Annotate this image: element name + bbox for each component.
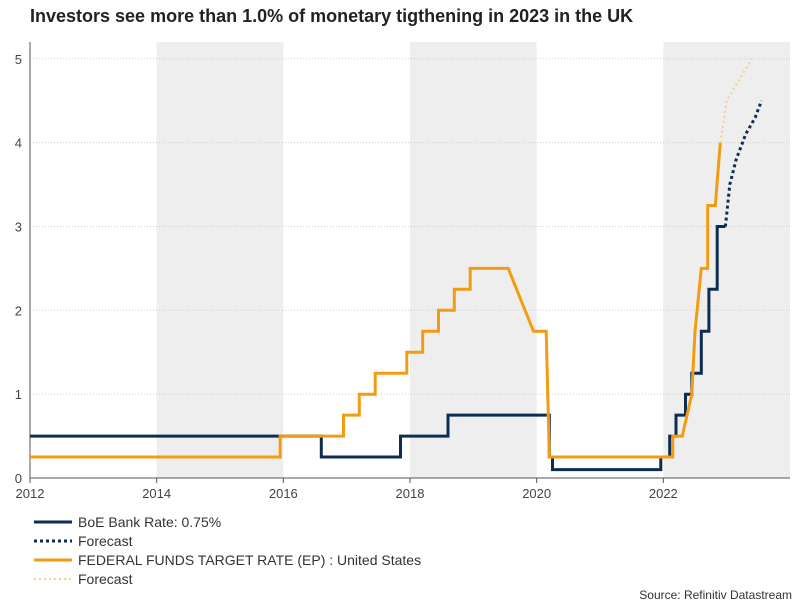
shaded-regions — [156, 42, 790, 478]
series-line-3 — [719, 58, 753, 143]
y-tick-label-2: 2 — [15, 303, 22, 318]
legend-swatch-boe-forecast — [34, 539, 72, 542]
chart-canvas: 2012 2014 2016 2018 2020 2022 0 1 2 3 4 5 — [15, 42, 790, 501]
series-line-0 — [30, 225, 726, 472]
x-tick-label-4: 2020 — [522, 486, 551, 501]
axes — [29, 42, 790, 483]
legend-label-fed: FEDERAL FUNDS TARGET RATE (EP) : United … — [78, 551, 422, 568]
shaded-period-0 — [156, 42, 284, 478]
gridlines — [30, 58, 790, 395]
shaded-period-1 — [410, 42, 537, 478]
x-tick-label-0: 2012 — [16, 486, 45, 501]
x-tick-label-3: 2018 — [396, 486, 425, 501]
tick-labels: 2012 2014 2016 2018 2020 2022 0 1 2 3 4 5 — [15, 52, 678, 501]
legend-swatch-boe — [34, 520, 72, 523]
y-tick-label-1: 1 — [15, 387, 22, 402]
legend-swatch-fed-forecast — [34, 577, 72, 580]
x-tick-label-2: 2016 — [269, 486, 298, 501]
y-tick-label-3: 3 — [15, 219, 22, 234]
legend-swatch-fed — [34, 558, 72, 561]
chart-title: Investors see more than 1.0% of monetary… — [30, 6, 634, 26]
legend-item-boe-forecast: Forecast — [34, 531, 421, 550]
source-note: Source: Refinitiv Datastream — [639, 588, 792, 602]
legend-item-boe: BoE Bank Rate: 0.75% — [34, 512, 421, 531]
legend-label-fed-forecast: Forecast — [78, 570, 133, 587]
legend-item-fed-forecast: Forecast — [34, 569, 421, 588]
series-lines — [30, 58, 763, 472]
legend-item-fed: FEDERAL FUNDS TARGET RATE (EP) : United … — [34, 550, 421, 569]
y-tick-label-4: 4 — [15, 136, 22, 151]
legend-label-boe-forecast: Forecast — [78, 532, 133, 549]
x-tick-label-1: 2014 — [142, 486, 171, 501]
y-tick-label-5: 5 — [15, 52, 22, 67]
x-tick-label-5: 2022 — [649, 486, 678, 501]
legend: BoE Bank Rate: 0.75% Forecast FEDERAL FU… — [34, 512, 421, 588]
y-tick-label-0: 0 — [15, 471, 22, 486]
series-line-2 — [30, 142, 722, 459]
legend-label-boe: BoE Bank Rate: 0.75% — [78, 513, 222, 530]
